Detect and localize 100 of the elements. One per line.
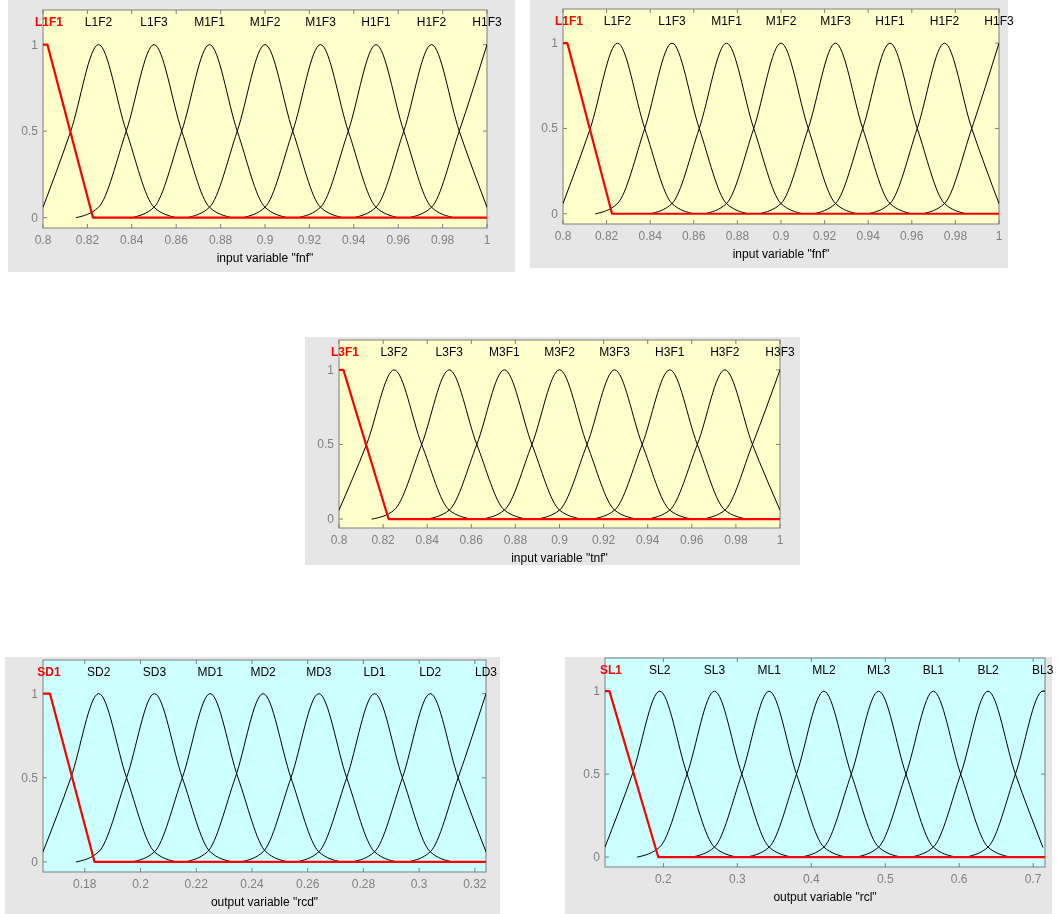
x-tick-label: 0.88 [208, 233, 233, 247]
series-label: L3F2 [380, 345, 409, 359]
y-tick-label: 1 [593, 684, 601, 699]
x-axis-title: input variable "tnf" [511, 551, 608, 565]
series-label: M3F3 [599, 345, 631, 359]
series-label: MD3 [306, 665, 332, 679]
x-tick-label: 0.32 [463, 877, 487, 891]
series-label: LD2 [419, 665, 442, 679]
x-axis-title: output variable "rcd" [210, 895, 319, 909]
series-label: M1F3 [305, 15, 337, 29]
series-label: SD2 [87, 665, 111, 679]
x-tick-label: 0.94 [636, 533, 660, 547]
x-tick-label: 0.92 [812, 229, 837, 243]
y-tick-label: 1 [31, 37, 39, 52]
x-tick-label: 1 [995, 229, 1003, 243]
series-label: L3F3 [435, 345, 464, 359]
x-axis-title: output variable "rcl" [773, 890, 877, 904]
series-label: LD3 [474, 665, 498, 679]
x-tick-label: 0.26 [296, 877, 320, 891]
series-label: M1F2 [249, 15, 281, 29]
x-tick-label: 0.98 [943, 229, 968, 243]
y-tick-label: 0.5 [317, 437, 335, 452]
x-tick-label: 0.9 [256, 233, 274, 247]
x-tick-label: 0.84 [415, 533, 440, 547]
series-label: SD3 [142, 665, 167, 679]
series-label: SD1 [37, 665, 61, 679]
x-tick-label: 0.22 [184, 877, 209, 891]
x-tick-label: 0.82 [594, 229, 619, 243]
series-label: H3F3 [765, 345, 795, 359]
x-tick-label: 0.84 [120, 233, 144, 247]
series-label: BL1 [922, 663, 945, 677]
series-label: L1F3 [140, 15, 168, 29]
x-tick-label: 0.2 [655, 872, 673, 886]
series-label: H3F2 [710, 345, 740, 359]
series-label: ML3 [866, 663, 891, 677]
y-tick-label: 0.5 [583, 767, 601, 782]
series-label: M1F3 [820, 14, 852, 28]
series-label: H3F1 [655, 345, 685, 359]
x-tick-label: 0.5 [876, 872, 894, 886]
series-label: M1F1 [194, 15, 226, 29]
x-axis-title: input variable "fnf" [216, 251, 314, 265]
x-tick-label: 1 [776, 533, 784, 547]
series-label: H1F2 [416, 15, 447, 29]
y-tick-label: 0.5 [21, 770, 39, 785]
series-label: M1F2 [765, 14, 797, 28]
x-tick-label: 0.98 [430, 233, 455, 247]
x-tick-label: 0.3 [410, 877, 428, 891]
x-axis-title: input variable "fnf" [732, 247, 830, 261]
series-label: MD1 [197, 665, 224, 679]
x-tick-label: 0.88 [503, 533, 528, 547]
x-tick-label: 0.92 [591, 533, 616, 547]
x-tick-label: 0.9 [772, 229, 790, 243]
series-label: BL3 [1032, 663, 1054, 677]
x-tick-label: 0.88 [725, 229, 750, 243]
series-label: MD2 [250, 665, 277, 679]
y-tick-label: 1 [327, 362, 335, 377]
series-label: L1F3 [658, 14, 686, 28]
x-tick-label: 0.8 [34, 233, 52, 247]
y-tick-label: 0 [551, 206, 559, 221]
x-tick-label: 0.4 [802, 872, 820, 886]
series-label: H1F1 [875, 14, 905, 28]
series-label: H1F3 [984, 14, 1014, 28]
series-label: L3F1 [330, 345, 360, 359]
x-tick-label: 0.94 [342, 233, 366, 247]
x-tick-label: 0.82 [75, 233, 100, 247]
x-tick-label: 0.96 [386, 233, 411, 247]
x-tick-label: 0.86 [459, 533, 484, 547]
x-tick-label: 0.92 [297, 233, 322, 247]
series-label: SL2 [649, 663, 671, 677]
y-tick-label: 0.5 [21, 124, 39, 139]
series-label: H1F3 [472, 15, 502, 29]
series-label: L1F1 [554, 14, 584, 28]
x-tick-label: 0.96 [900, 229, 924, 243]
y-tick-label: 0 [31, 854, 39, 869]
series-label: L1F2 [84, 15, 113, 29]
y-tick-label: 0.5 [541, 121, 559, 136]
y-tick-label: 0 [593, 850, 601, 865]
y-tick-label: 0 [327, 512, 335, 527]
y-tick-label: 1 [551, 36, 559, 51]
x-tick-label: 0.9 [551, 533, 569, 547]
x-tick-label: 0.94 [856, 229, 881, 243]
x-tick-label: 0.8 [330, 533, 348, 547]
series-label: ML1 [757, 663, 782, 677]
series-label: H1F1 [361, 15, 391, 29]
x-tick-label: 0.28 [351, 877, 376, 891]
x-tick-label: 0.8 [554, 229, 572, 243]
x-tick-label: 0.82 [371, 533, 396, 547]
series-label: SL1 [599, 663, 623, 677]
series-label: ML2 [812, 663, 836, 677]
x-tick-label: 0.86 [164, 233, 189, 247]
x-tick-label: 0.3 [729, 872, 747, 886]
y-tick-label: 1 [31, 686, 39, 701]
series-label: L1F1 [34, 15, 64, 29]
series-label: M1F1 [711, 14, 743, 28]
x-tick-label: 0.24 [240, 877, 264, 891]
x-tick-label: 1 [483, 233, 491, 247]
x-tick-label: 0.86 [682, 229, 706, 243]
x-tick-label: 0.18 [73, 877, 97, 891]
series-label: H1F2 [929, 14, 960, 28]
series-label: L1F2 [603, 14, 632, 28]
